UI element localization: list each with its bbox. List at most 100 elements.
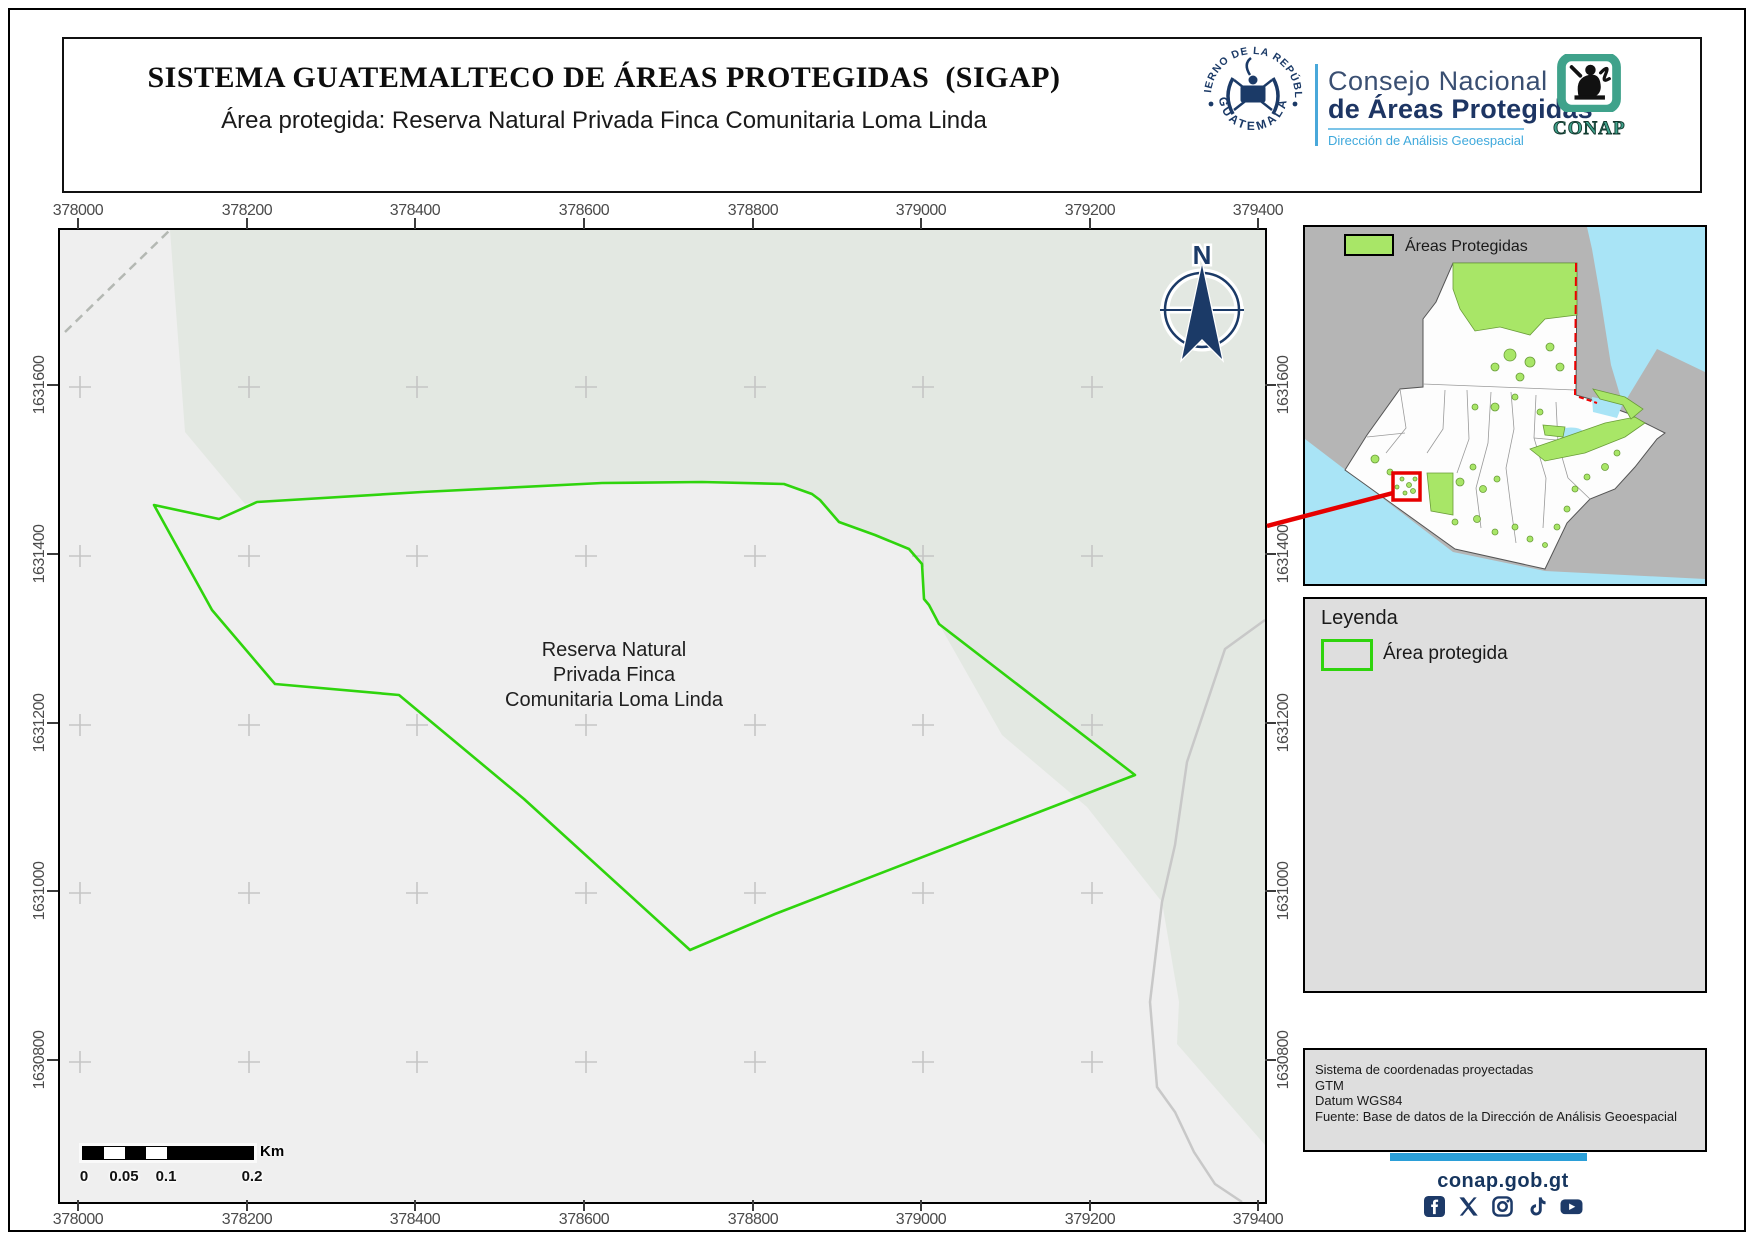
scale-segment xyxy=(146,1147,167,1159)
protected-area-label: Reserva Natural Privada Finca Comunitari… xyxy=(444,638,784,713)
x-icon[interactable] xyxy=(1458,1196,1479,1217)
org-name-line1: Consejo Nacional xyxy=(1328,66,1548,96)
conap-logo-text: CONAP xyxy=(1553,118,1626,140)
inset-legend-label: Áreas Protegidas xyxy=(1405,236,1528,255)
axis-tick xyxy=(1265,1059,1276,1061)
x-axis-label: 378800 xyxy=(727,202,779,219)
landcover-region xyxy=(170,230,1265,1145)
area-label-line1: Reserva Natural xyxy=(541,639,687,661)
inset-legend-swatch xyxy=(1344,234,1394,256)
axis-tick xyxy=(1089,218,1091,229)
info-line-source: Fuente: Base de datos de la Dirección de… xyxy=(1315,1108,1678,1124)
x-axis-label: 378000 xyxy=(52,202,104,219)
instagram-icon[interactable] xyxy=(1491,1196,1513,1217)
axis-tick xyxy=(1257,218,1259,229)
inset-protected-areas xyxy=(1370,262,1646,548)
axis-tick xyxy=(77,218,79,229)
y-axis-label: 1631600 xyxy=(1275,355,1292,415)
main-map: N Reserva Natural Privada Finca Comunita… xyxy=(58,228,1267,1204)
protected-area-swatch xyxy=(1321,639,1373,671)
north-arrow: N xyxy=(1160,238,1244,363)
municipal-boundary-dashed-line xyxy=(64,230,171,333)
area-label-line3: Comunitaria Loma Linda xyxy=(505,689,723,711)
belize-adjacency-line xyxy=(1574,262,1577,396)
conap-monkey-icon xyxy=(1557,52,1621,114)
main-map-canvas: N xyxy=(64,230,1265,1202)
area-label-line2: Privada Finca xyxy=(552,664,676,686)
x-axis-label: 378200 xyxy=(221,1211,273,1228)
axis-tick xyxy=(414,1200,416,1211)
conap-wordmark: Consejo Nacional de Áreas Protegidas Dir… xyxy=(1328,67,1593,147)
y-axis-label: 1630800 xyxy=(1275,1030,1292,1090)
location-leader-line xyxy=(1266,490,1394,529)
page-title: SISTEMA GUATEMALTECO DE ÁREAS PROTEGIDAS… xyxy=(147,61,1061,94)
youtube-icon[interactable] xyxy=(1560,1196,1583,1217)
info-panel: Sistema de coordenadas proyectadas GTM D… xyxy=(1303,1048,1707,1152)
x-axis-label: 378400 xyxy=(389,1211,441,1228)
info-line-gtm: GTM xyxy=(1315,1077,1344,1093)
x-axis-label: 379200 xyxy=(1064,1211,1116,1228)
axis-tick xyxy=(920,1200,922,1211)
x-axis-label: 378800 xyxy=(727,1211,779,1228)
axis-tick xyxy=(1265,384,1276,386)
x-axis-label: 378400 xyxy=(389,202,441,219)
scale-segment xyxy=(83,1147,104,1159)
north-label: N xyxy=(1193,240,1212,270)
logo-divider xyxy=(1315,64,1318,146)
scale-label: 0.05 xyxy=(109,1168,139,1185)
tiktok-icon[interactable] xyxy=(1526,1196,1547,1217)
conap-logo: CONAP xyxy=(1553,52,1626,140)
axis-tick xyxy=(47,890,58,892)
seal-emblem xyxy=(1226,57,1280,115)
scale-bar xyxy=(82,1146,254,1160)
info-line-crs: Sistema de coordenadas proyectadas xyxy=(1315,1062,1534,1077)
info-line-datum: Datum WGS84 xyxy=(1315,1093,1403,1108)
scale-segment xyxy=(167,1147,253,1159)
axis-tick xyxy=(47,722,58,724)
page-subtitle: Área protegida: Reserva Natural Privada … xyxy=(221,107,987,134)
y-axis-label: 1631200 xyxy=(1275,693,1292,753)
scale-label: 0.2 xyxy=(241,1168,263,1185)
government-seal-logo: GOBIERNO DE LA REPÚBLICA GUATEMALA xyxy=(1194,33,1307,155)
axis-tick xyxy=(1089,1200,1091,1211)
axis-tick xyxy=(1257,1200,1259,1211)
axis-tick xyxy=(47,553,58,555)
pacific-ocean xyxy=(1305,439,1705,584)
axis-tick xyxy=(47,1059,58,1061)
adjacency-line-segment xyxy=(1578,396,1598,404)
axis-tick xyxy=(246,218,248,229)
axis-tick xyxy=(920,218,922,229)
legend-item-label: Área protegida xyxy=(1383,643,1508,664)
scale-segment xyxy=(104,1147,125,1159)
x-axis-label: 379000 xyxy=(895,202,947,219)
social-icons xyxy=(1303,1196,1703,1217)
location-highlight-rect xyxy=(1391,471,1422,502)
x-axis-label: 378600 xyxy=(558,202,610,219)
x-axis-label: 379200 xyxy=(1064,202,1116,219)
scale-label: 0 xyxy=(79,1168,89,1185)
facebook-icon[interactable] xyxy=(1423,1196,1445,1217)
footer-accent-bar xyxy=(1390,1153,1587,1161)
scale-label: 0.1 xyxy=(155,1168,177,1185)
axis-tick xyxy=(1265,722,1276,724)
axis-tick xyxy=(77,1200,79,1211)
website-link[interactable]: conap.gob.gt xyxy=(1437,1170,1569,1192)
org-name-line2: de Áreas Protegidas xyxy=(1328,94,1593,125)
inset-map-canvas: Áreas Protegidas xyxy=(1305,227,1705,584)
legend-title: Leyenda xyxy=(1321,607,1398,629)
axis-tick xyxy=(246,1200,248,1211)
axis-tick xyxy=(752,218,754,229)
header: SISTEMA GUATEMALTECO DE ÁREAS PROTEGIDAS… xyxy=(62,33,1702,193)
inset-overview-map: Áreas Protegidas xyxy=(1303,225,1707,586)
x-axis-label: 379400 xyxy=(1232,202,1284,219)
protected-area-polygon xyxy=(152,480,1137,952)
axis-tick xyxy=(414,218,416,229)
x-axis-label: 378600 xyxy=(558,1211,610,1228)
scale-segment xyxy=(125,1147,146,1159)
axis-tick xyxy=(1265,890,1276,892)
x-axis-label: 378000 xyxy=(52,1211,104,1228)
org-subunit: Dirección de Análisis Geoespacial xyxy=(1328,127,1524,148)
y-axis-label: 1631000 xyxy=(1275,861,1292,921)
x-axis-label: 379000 xyxy=(895,1211,947,1228)
